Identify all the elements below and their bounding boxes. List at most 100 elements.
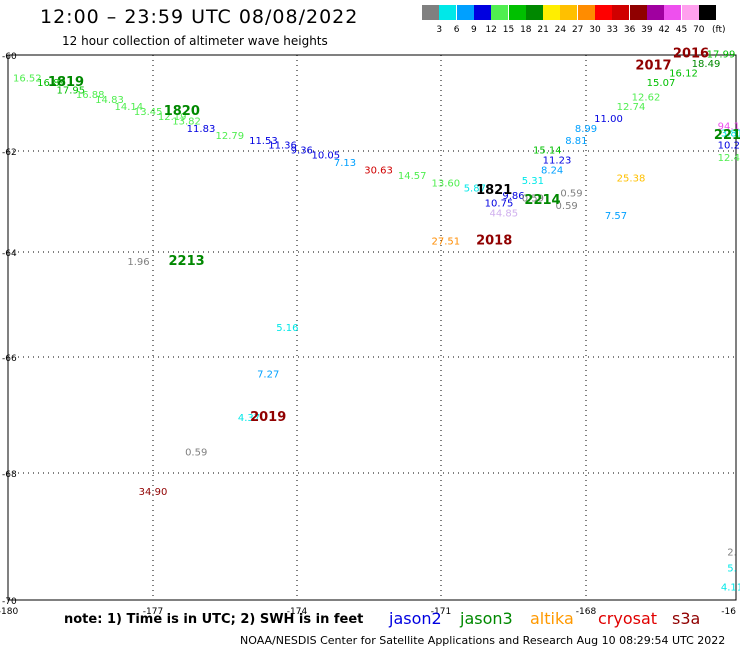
pass-time-label: 1819 — [48, 75, 84, 90]
pass-time-label: 2213 — [169, 254, 205, 269]
swh-value: 5.31 — [522, 176, 544, 187]
longitude-label: -174 — [287, 607, 308, 617]
swh-value: 10.75 — [485, 199, 514, 210]
legend-swatch — [456, 5, 474, 20]
pass-time-label: 2215 — [714, 128, 740, 143]
pass-time-label: 2016 — [673, 46, 709, 61]
legend-swatch — [508, 5, 526, 20]
latitude-label: -70 — [2, 597, 17, 607]
legend-swatch — [612, 5, 630, 20]
swh-value: 14.83 — [95, 95, 124, 106]
latitude-label: -60 — [2, 52, 17, 62]
map-frame — [7, 54, 737, 601]
satellite-legend-entry: cryosat — [598, 609, 658, 628]
swh-value: 16.12 — [669, 69, 698, 80]
swh-value: 27.51 — [432, 236, 461, 247]
legend-swatch — [698, 5, 716, 20]
swh-value: 0.59 — [522, 194, 544, 205]
swh-value: 5.87 — [464, 183, 486, 194]
legend-label: 6 — [453, 25, 460, 35]
swh-value: 2. — [727, 548, 737, 559]
units-note: note: 1) Time is in UTC; 2) SWH is in fe… — [64, 612, 364, 627]
swh-value: 17.95 — [57, 85, 86, 96]
legend-swatch — [577, 5, 595, 20]
legend-swatch — [646, 5, 664, 20]
legend-label: 45 — [675, 25, 688, 35]
swh-value: 10.05 — [311, 151, 340, 162]
latitude-label: -68 — [2, 470, 17, 480]
swh-value: 9.86 — [502, 191, 524, 202]
satellite-legend-entry: jason3 — [460, 609, 513, 628]
legend-label: 33 — [606, 25, 619, 35]
swh-value: 13.60 — [432, 178, 461, 189]
swh-value: 13.45 — [134, 107, 163, 118]
swh-value: 4.11 — [721, 582, 740, 593]
swh-value: 7.13 — [334, 158, 356, 169]
longitude-label: -16 — [721, 607, 736, 617]
swh-value: 34.90 — [139, 487, 168, 498]
swh-value: 16.52 — [13, 73, 42, 84]
swh-value: 13.82 — [172, 117, 201, 128]
pass-time-label: 1821 — [476, 183, 512, 198]
map-title: 12:00 – 23:59 UTC 08/08/2022 — [40, 6, 359, 28]
pass-time-label: 2214 — [524, 193, 560, 208]
swh-value: 12.74 — [617, 102, 646, 113]
latitude-label: -64 — [2, 249, 17, 259]
legend-label: 21 — [537, 25, 549, 35]
swh-value: 16.88 — [76, 90, 105, 101]
swh-value: 94.16 — [718, 121, 740, 132]
credit-line: NOAA/NESDIS Center for Satellite Applica… — [240, 634, 726, 647]
pass-time-label: 1820 — [164, 104, 200, 119]
longitude-label: -177 — [143, 607, 163, 617]
swh-value: 12.79 — [215, 131, 244, 142]
legend-label: 24 — [554, 25, 567, 35]
legend-label: 36 — [623, 25, 636, 35]
swh-value: 0.59 — [560, 188, 582, 199]
swh-value: 14.57 — [398, 171, 427, 182]
swh-value: 14.14 — [115, 102, 144, 113]
swh-value: 44.85 — [490, 209, 519, 220]
satellite-legend-entry: s3a — [672, 609, 701, 628]
wave-height-observations: 16.5216.8917.9516.8814.8314.1413.4512.19… — [13, 49, 740, 593]
swh-value: 11.36 — [268, 141, 297, 152]
swh-value: 0.59 — [556, 201, 578, 212]
swh-value: 18.49 — [692, 59, 721, 70]
swh-value: 4.37 — [238, 413, 260, 424]
legend-label: 42 — [658, 25, 670, 35]
legend-swatch — [525, 5, 543, 20]
legend-swatch — [629, 5, 647, 20]
swh-value: 17.99 — [707, 49, 736, 60]
legend-swatch — [560, 5, 578, 20]
swh-value: 25.38 — [617, 173, 646, 184]
latitude-label: -66 — [2, 354, 17, 364]
legend-swatch — [422, 5, 439, 20]
pass-time-label: 2018 — [476, 233, 512, 248]
legend-swatch — [439, 5, 457, 20]
legend-swatch — [491, 5, 509, 20]
legend-swatch — [681, 5, 699, 20]
longitude-label: -171 — [431, 607, 451, 617]
latitude-label: -62 — [2, 148, 17, 158]
legend-label: 3 — [436, 25, 443, 35]
map-subtitle: 12 hour collection of altimeter wave hei… — [62, 34, 328, 48]
swh-value: 7.57 — [605, 211, 627, 222]
longitude-label: -168 — [576, 607, 597, 617]
swh-value: 12.19 — [158, 112, 187, 123]
legend-swatch — [543, 5, 561, 20]
map-axis-labels: -60 -62 -64 -66 -68 -70-180 -177 -174 -171 -168 -1… — [0, 52, 736, 617]
swh-value: 11.53 — [249, 136, 278, 147]
swh-value: 8.24 — [541, 166, 563, 177]
legend-label: 70 — [693, 25, 705, 35]
swh-value: 15.14 — [533, 146, 562, 157]
legend-swatch — [664, 5, 682, 20]
map-border — [7, 54, 737, 601]
swh-value: 11.83 — [187, 124, 216, 135]
legend-label: 15 — [502, 25, 515, 35]
swh-value: 5.16 — [276, 323, 298, 334]
swh-value: 12.49 — [718, 153, 740, 164]
legend-label: 9 — [471, 25, 477, 35]
legend-label: 39 — [641, 25, 653, 35]
swh-value: 10.22 — [718, 141, 740, 152]
legend-unit-label: (ft) — [712, 25, 726, 35]
